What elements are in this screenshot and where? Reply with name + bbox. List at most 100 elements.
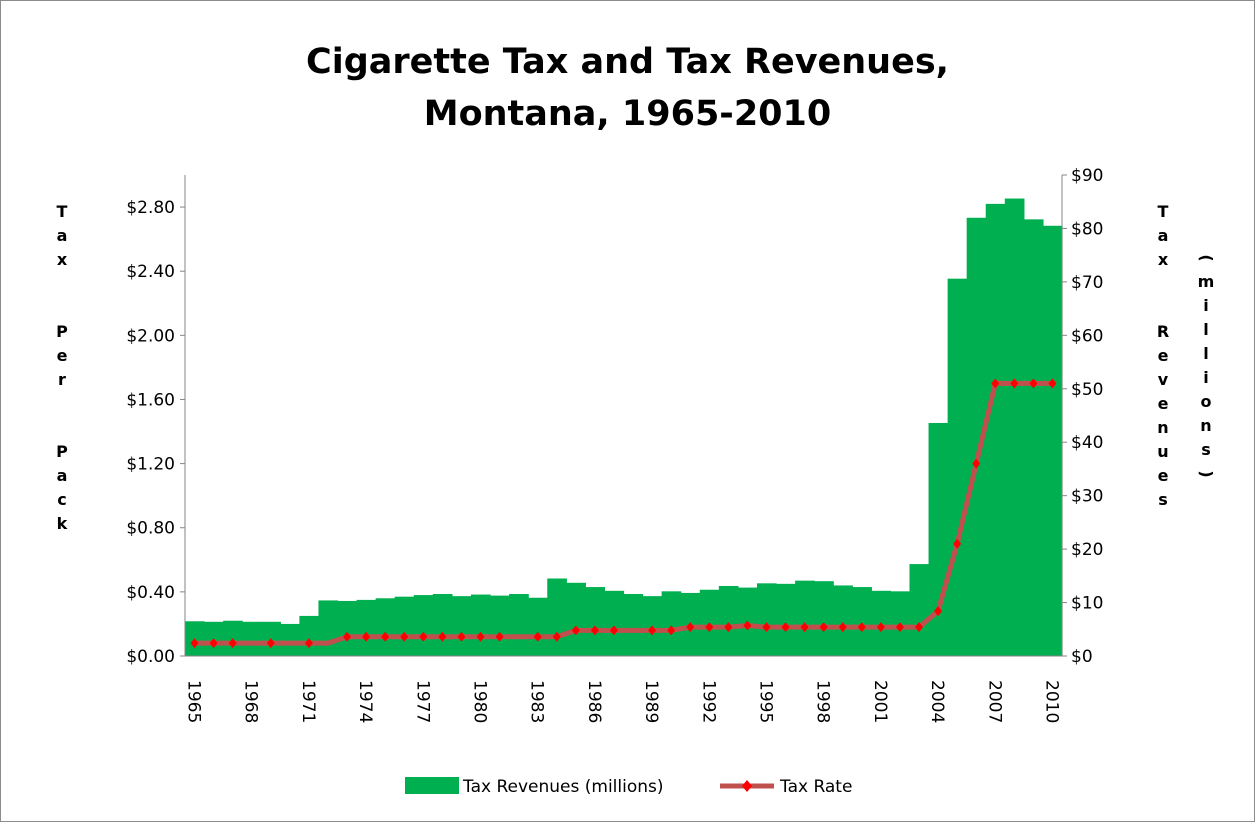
bar-1980 (470, 594, 491, 656)
right-axis-units-letter: n (1200, 416, 1212, 435)
tax-rate-point-1977 (419, 631, 428, 642)
right-tick-label: $80 (1071, 219, 1103, 239)
left-axis-label-letter: k (56, 514, 68, 533)
bar-1993 (718, 585, 739, 656)
chart-title-line-2: Montana, 1965-2010 (423, 94, 832, 134)
left-tick-label: $0.40 (126, 583, 175, 603)
right-axis-units-letter: i (1203, 368, 1209, 387)
legend-label-revenue: Tax Revenues (millions) (462, 777, 664, 797)
x-tick-label: 1983 (527, 680, 547, 723)
bar-1979 (451, 596, 472, 656)
tax-rate-point-1966 (209, 638, 218, 649)
bar-1968 (242, 621, 262, 656)
tax-rate-point-1983 (533, 631, 542, 642)
x-tick-label: 1986 (584, 680, 604, 723)
left-axis-label-letter: e (56, 346, 68, 365)
x-tick-label: 1989 (641, 680, 661, 723)
right-axis-units-letter: s (1201, 440, 1211, 459)
right-axis-label-letter: x (1157, 250, 1169, 269)
tax-rate-point-1998 (819, 622, 828, 633)
bar-1984 (547, 578, 567, 656)
tax-rate-point-2003 (915, 622, 924, 633)
axes (184, 175, 1063, 657)
bar-1995 (756, 583, 777, 656)
bar-1975 (375, 598, 396, 656)
bar-2005 (947, 278, 968, 656)
left-tick-label: $1.20 (126, 455, 175, 475)
x-tick-label: 1977 (412, 680, 432, 723)
legend-label-rate: Tax Rate (779, 777, 852, 797)
tax-rate-point-1985 (571, 625, 580, 636)
tax-rate-point-1987 (609, 625, 618, 636)
right-tick-label: $30 (1071, 487, 1103, 507)
legend-swatch-rate-marker (742, 780, 752, 792)
bar-2004 (928, 422, 949, 656)
bar-1972 (318, 600, 339, 656)
tax-rate-point-2006 (972, 458, 981, 469)
bar-2006 (966, 217, 987, 656)
right-tick-label: $0 (1071, 647, 1093, 667)
left-axis-label-letter: a (56, 226, 68, 245)
right-axis-label-letter: e (1157, 346, 1169, 365)
left-axis-label-letter: T (56, 202, 68, 221)
x-tick-label: 2010 (1042, 680, 1062, 723)
chart-title: Cigarette Tax and Tax Revenues, Montana,… (0, 36, 1255, 140)
bar-1970 (280, 623, 300, 656)
left-axis-label-letter: c (57, 490, 67, 509)
tax-rate-point-1993 (724, 622, 733, 633)
right-tick-label: $20 (1071, 540, 1103, 560)
bar-1982 (509, 594, 529, 656)
right-axis-label-units: (m i l l i o n s) (1194, 246, 1218, 486)
tax-rate-point-1978 (438, 631, 447, 642)
bar-1987 (604, 590, 625, 656)
tax-rate-point-1973 (343, 631, 352, 642)
left-tick-label: $2.00 (126, 326, 175, 346)
right-axis-label-letter: R (1156, 322, 1170, 341)
left-axis-ticks: $0.00 $0.40 $0.80 $1.20 $1.60 $2.00 $2.40 $2.80 (126, 198, 185, 667)
x-tick-label: 2004 (927, 680, 947, 723)
right-axis-label-letter: e (1157, 394, 1169, 413)
tax-rate-point-2000 (857, 622, 866, 633)
right-axis-ticks: $0 $10 $20 $30 $40 $50 $60 $70 $80 $90 (1062, 166, 1103, 667)
tax-rate-point-2001 (876, 622, 885, 633)
tax-rate-point-1997 (800, 622, 809, 633)
bar-1998 (814, 581, 834, 656)
x-tick-label: 1965 (184, 680, 204, 723)
tax-rate-point-2009 (1029, 378, 1038, 389)
bar-1981 (490, 595, 510, 656)
bar-1967 (223, 620, 243, 656)
right-axis-label-letter: u (1157, 442, 1169, 461)
bar-1988 (623, 594, 644, 656)
x-tick-label: 1974 (355, 680, 375, 723)
right-tick-label: $60 (1071, 326, 1103, 346)
left-axis-label-letter: x (56, 250, 68, 269)
right-axis-units-letter: m (1197, 272, 1215, 291)
tax-rate-point-2010 (1048, 378, 1057, 389)
bar-1974 (356, 599, 377, 656)
left-axis-label-letter: r (58, 370, 66, 389)
tax-rate-point-1976 (400, 631, 409, 642)
right-axis-label-letter: e (1157, 466, 1169, 485)
tax-rate-point-1986 (590, 625, 599, 636)
tax-rate-point-1965 (190, 638, 199, 649)
tax-rate-point-1975 (381, 631, 390, 642)
x-tick-label: 1980 (470, 680, 490, 723)
right-tick-label: $50 (1071, 380, 1103, 400)
tax-rate-point-1989 (648, 625, 657, 636)
bar-1985 (566, 582, 586, 656)
x-tick-label: 2007 (984, 680, 1004, 723)
bar-1996 (776, 583, 796, 656)
right-axis-label-letter: T (1157, 202, 1169, 221)
tax-rate-point-2002 (895, 622, 904, 633)
right-axis-units-letter: i (1203, 296, 1209, 315)
chart-title-line-1: Cigarette Tax and Tax Revenues, (306, 42, 949, 82)
tax-rate-line (190, 378, 1057, 649)
right-tick-label: $70 (1071, 273, 1103, 293)
x-tick-label: 2001 (870, 680, 890, 723)
tax-rate-point-1981 (495, 631, 504, 642)
bar-2008 (1004, 198, 1025, 656)
x-axis-ticks: 1965 1968 1971 1974 1977 1980 1983 1986 1989 1992… (184, 680, 1062, 723)
tax-rate-point-2007 (991, 378, 1000, 389)
